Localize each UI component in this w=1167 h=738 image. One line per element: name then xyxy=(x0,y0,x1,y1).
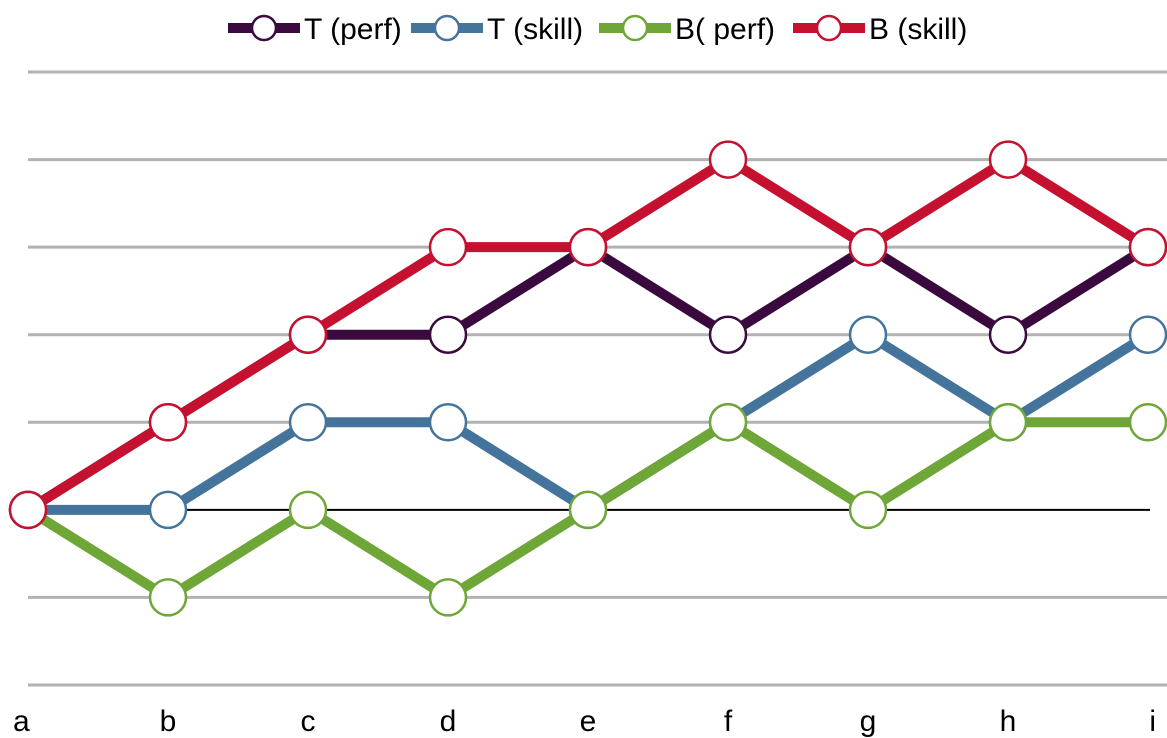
series-line-0 xyxy=(25,241,1151,515)
x-axis-tick-labels: a b c d e f g h i xyxy=(13,705,1156,738)
legend-swatch-marker xyxy=(250,14,278,42)
series-markers xyxy=(8,140,1167,617)
x-tick-label: a xyxy=(13,705,30,738)
legend-item: B( perf) xyxy=(599,13,775,46)
legend-item: T (skill) xyxy=(411,13,583,46)
x-tick-label: f xyxy=(724,705,733,738)
data-point xyxy=(708,315,748,354)
data-point xyxy=(8,490,48,530)
data-point xyxy=(848,315,888,354)
legend-label: T (skill) xyxy=(487,13,583,46)
legend-swatch-marker xyxy=(815,14,843,42)
x-tick-label: e xyxy=(580,705,597,738)
x-tick-label: i xyxy=(1149,705,1156,738)
legend-label: B (skill) xyxy=(869,13,967,46)
legend-swatch-marker xyxy=(433,14,461,42)
series-lines xyxy=(25,153,1151,604)
data-point xyxy=(428,227,468,267)
data-point xyxy=(708,403,748,442)
data-point xyxy=(428,403,468,442)
x-tick-label: g xyxy=(860,705,877,738)
data-point xyxy=(428,578,468,617)
x-tick-label: c xyxy=(301,705,316,738)
legend-swatch-marker xyxy=(621,14,649,42)
data-point xyxy=(988,140,1028,179)
x-tick-label: h xyxy=(1000,705,1017,738)
data-point xyxy=(848,490,888,530)
data-point xyxy=(568,490,608,530)
legend-label: B( perf) xyxy=(675,13,775,46)
data-point xyxy=(1128,315,1167,354)
data-point xyxy=(148,578,188,617)
data-point xyxy=(988,315,1028,354)
data-point xyxy=(708,140,748,179)
data-point xyxy=(1128,403,1167,442)
data-point xyxy=(848,227,888,267)
data-point xyxy=(148,403,188,442)
data-point xyxy=(428,315,468,354)
data-point xyxy=(1128,227,1167,267)
data-point xyxy=(288,490,328,530)
x-tick-label: b xyxy=(160,705,177,738)
legend: T (perf) T (skill) B( perf) B (skill) xyxy=(228,13,967,46)
x-tick-label: d xyxy=(440,705,457,738)
data-point xyxy=(288,315,328,354)
legend-item: B (skill) xyxy=(793,13,967,46)
legend-item: T (perf) xyxy=(228,13,402,46)
data-point xyxy=(288,403,328,442)
legend-label: T (perf) xyxy=(304,13,402,46)
data-point xyxy=(988,403,1028,442)
data-point xyxy=(148,490,188,530)
data-point xyxy=(568,227,608,267)
